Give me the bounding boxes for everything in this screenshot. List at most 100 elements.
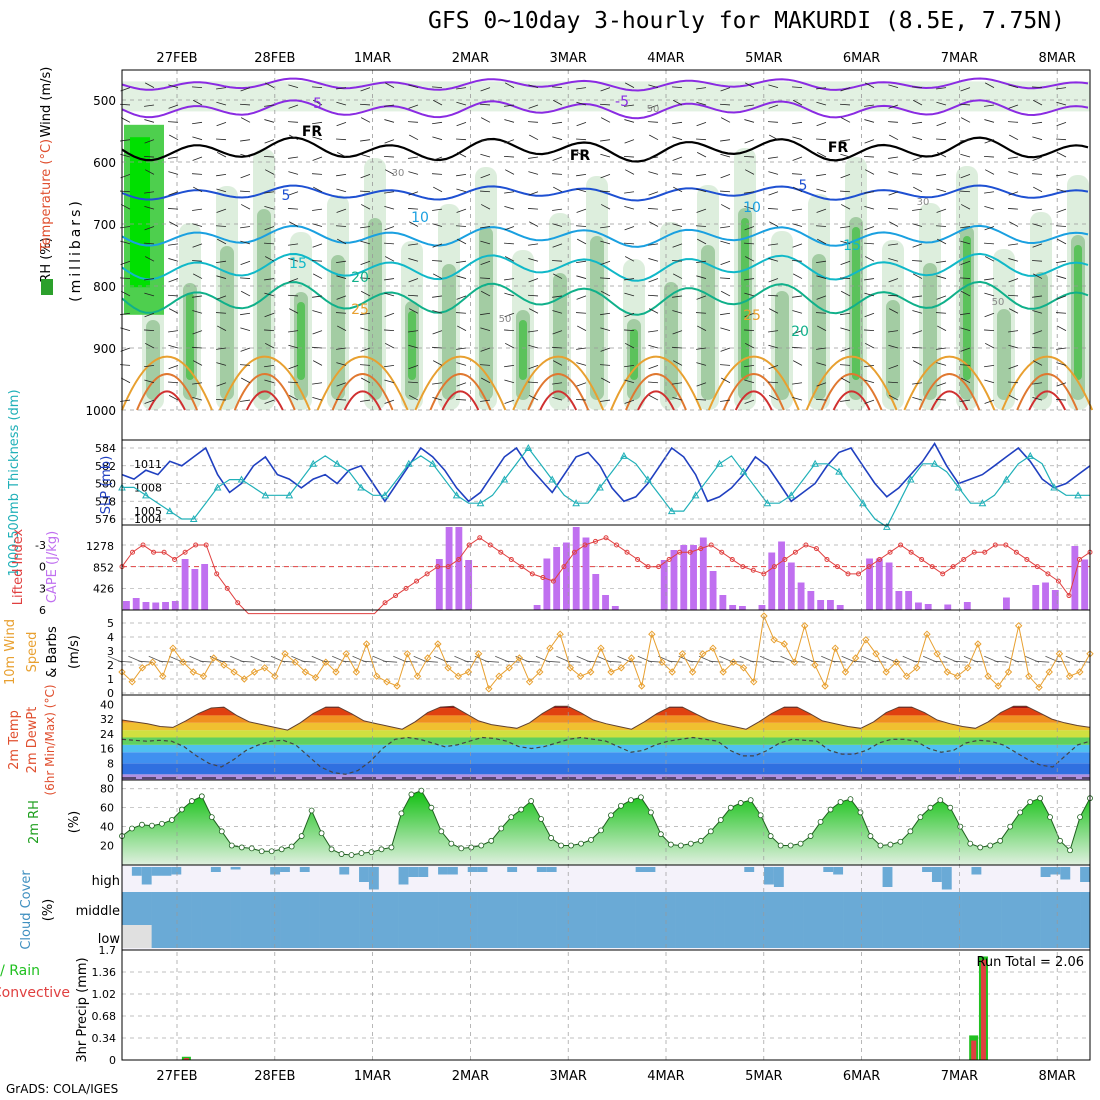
cloud-low-bar [457,925,469,948]
wind-barb [960,139,971,142]
wind-barb [480,139,491,142]
wind-barb [1007,294,1019,297]
wind-barb [504,399,515,404]
wind-barb [215,398,227,401]
surface-wind-barb [831,660,846,663]
wind-barb [624,312,635,318]
wind-barb [816,208,827,213]
wind-barb [168,395,179,401]
wind-speed-point [138,664,147,672]
wind-barb [864,342,875,349]
wind-barb [287,121,299,123]
cross-section-side-labels: RH (%)Temperature (°C)Wind (m/s)(milliba… [39,67,84,302]
wind-barb [864,119,875,123]
wind-barb [984,342,995,349]
wind-barb [696,87,707,90]
wind-barb [407,208,419,210]
cloud-low-bar [1070,925,1081,948]
cloud-level-low: low [98,932,121,947]
wind-barb [264,191,275,194]
cloud-low-bar [447,925,459,948]
wind-barb [552,121,563,125]
wind-barb [791,346,803,349]
wind-speed-point [882,668,890,676]
wind-barb [479,103,491,106]
surface-wind-barb [709,660,724,663]
cloud-low-bar [773,925,785,948]
cape-bar [533,605,541,610]
wind-barb [384,364,395,368]
ytick-wind-0: 0 [107,687,114,700]
cloud-high-bar [210,867,221,872]
ytick-precip-1.02: 1.02 [92,988,117,1001]
wind-barb [1008,395,1019,401]
li-point [182,549,188,555]
rh-point [318,830,325,837]
wind-barb [240,260,251,265]
wind-barb [576,188,587,193]
wind-barb [192,223,203,227]
cape-bar [181,559,189,610]
rh-shade-mid [553,273,567,400]
wind-barb [336,188,347,193]
wind-barb [504,119,515,123]
ytick-li--3: -3 [35,539,46,552]
wind-barb [696,121,707,127]
cloud-middle-bar [714,892,725,925]
wind-speed-point [821,682,829,690]
wind-barb [455,138,467,141]
wind-barb [192,360,203,366]
cape-bar [670,550,678,610]
contour-label-7: 10 [411,210,429,226]
cape-bar [455,527,463,610]
li-point [445,564,451,570]
cloud-high-bar [882,867,893,887]
wind-barb [624,139,635,144]
wind-barb [504,312,515,318]
wind-barb [864,226,875,231]
wind-barb [984,364,995,368]
wind-barb [408,171,419,175]
slp-point [954,483,963,491]
cloud-middle-bar [734,892,745,925]
wind-barb [504,139,515,144]
wind-barb [624,226,635,231]
wind-barb [864,169,875,175]
temp-band [122,722,1090,731]
rh-point [747,797,754,803]
ytick-wind-4: 4 [107,631,114,644]
wind-barb [768,278,779,283]
ytick-cape-426: 426 [93,583,114,596]
surface-wind-barb [586,660,601,663]
wind-barb [216,295,227,300]
cloud-low-bar [714,925,725,948]
wind-barb [384,226,395,231]
wind-barb [431,260,443,262]
cloud-low-bar [744,925,755,948]
temp-band [122,763,1090,775]
cloud-low-bar [734,925,745,948]
ytick-pressure-500: 500 [93,94,116,108]
wind-barb [816,151,827,158]
cloud-low-bar [1020,925,1032,948]
wind-barb [240,153,251,158]
cloud-middle-bar [833,892,844,925]
cloud-middle-bar [368,892,380,925]
wind-barb [312,382,323,385]
wind-barb [768,171,779,175]
cape-bar [827,600,834,610]
li-point [540,575,546,580]
wind-barb [360,174,371,179]
wind-barb [335,138,347,141]
wind-speed-point [199,672,208,680]
wind-barb [432,156,443,161]
wind-barb [335,312,347,314]
wind-speed-line [121,614,1091,690]
wind-barb [863,329,875,332]
wind-speed-point [352,668,361,676]
rh-point [418,787,425,794]
cloud-high-bar [922,867,932,872]
ytick-pressure-1000: 1000 [85,404,116,418]
wind-barb [168,330,179,333]
wind-barb [767,208,779,210]
